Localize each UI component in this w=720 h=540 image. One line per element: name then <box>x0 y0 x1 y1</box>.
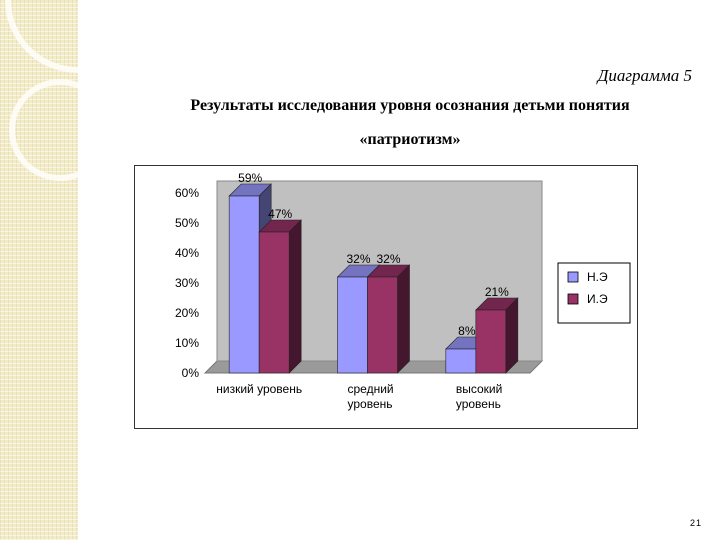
chart-frame: 0% 10% 20% 30% 40% 50% 60% 59% 47% низкий уровень… <box>134 165 638 429</box>
y-tick-label: 40% <box>175 246 199 260</box>
x-category-label: высокий <box>456 382 502 396</box>
y-tick-label: 50% <box>175 216 199 230</box>
y-tick-label: 0% <box>182 366 200 380</box>
data-label: 8% <box>458 324 476 338</box>
x-category-label: средний <box>348 382 394 396</box>
bar <box>367 276 398 374</box>
page-title-line2: «патриотизм» <box>359 131 461 148</box>
data-label: 32% <box>376 252 400 266</box>
decorative-circles <box>5 0 78 181</box>
bar <box>445 348 477 374</box>
x-category-label: уровень <box>456 397 501 411</box>
bar <box>258 231 290 374</box>
legend-swatch <box>567 271 579 283</box>
page-number: 21 <box>689 518 702 528</box>
bar-chart: 0% 10% 20% 30% 40% 50% 60% 59% 47% низкий уровень… <box>175 171 631 411</box>
legend-label: И.Э <box>587 292 608 306</box>
legend-swatch <box>567 293 579 305</box>
bar-side <box>505 297 519 374</box>
y-tick-label: 30% <box>175 276 199 290</box>
bar-side <box>288 219 302 374</box>
y-tick-label: 60% <box>175 186 199 200</box>
bar <box>475 309 507 374</box>
page-title-line1: Результаты исследования уровня осознания… <box>190 97 630 114</box>
bar <box>337 276 368 374</box>
decorative-side-strip <box>0 0 78 540</box>
data-label: 32% <box>346 252 370 266</box>
data-label: 59% <box>238 171 262 185</box>
x-category-label: уровень <box>348 397 393 411</box>
data-label: 21% <box>485 285 509 299</box>
legend-label: Н.Э <box>587 270 608 284</box>
bar-side <box>397 264 410 374</box>
x-category-label: низкий уровень <box>216 382 302 396</box>
data-label: 47% <box>268 207 292 221</box>
y-tick-label: 10% <box>175 336 199 350</box>
diagram-caption: Диаграмма 5 <box>597 66 692 85</box>
y-tick-label: 20% <box>175 306 199 320</box>
bar <box>228 195 260 374</box>
